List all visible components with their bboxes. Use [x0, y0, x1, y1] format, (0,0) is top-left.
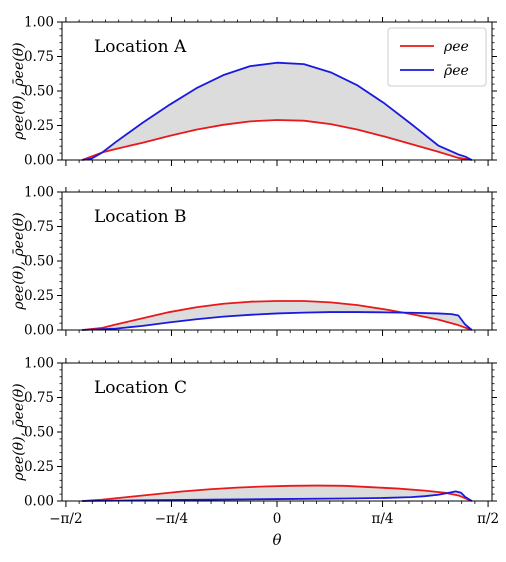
- y-tick-label: 0.75: [24, 219, 54, 235]
- y-tick-label: 0.25: [24, 118, 54, 134]
- y-tick-label: 0.75: [24, 49, 54, 65]
- y-tick-label: 0.00: [24, 153, 54, 169]
- fill-between-region: [82, 62, 472, 160]
- legend: ρee ρ̄ee: [387, 27, 487, 87]
- chart-panel-2: 0.00 0.25 0.50 0.75 1.00 Location B ρee(θ), ρ̄…: [11, 185, 497, 339]
- y-tick-label: 0.50: [24, 254, 54, 270]
- y-axis-label: ρee(θ), ρ̄ee(θ): [11, 212, 27, 310]
- location-annotation: Location C: [94, 378, 187, 398]
- y-axis-label: ρee(θ), ρ̄ee(θ): [11, 383, 27, 481]
- y-tick-label: 0.00: [24, 323, 54, 339]
- series-line-rho-bar-ee: [82, 311, 473, 331]
- series-line-rho-ee: [81, 119, 472, 161]
- x-tick-label: 0: [273, 511, 282, 527]
- location-annotation: Location B: [94, 207, 187, 227]
- series-line-rho-ee: [82, 484, 473, 502]
- fill-between-region: [82, 485, 472, 501]
- y-tick-label: 0.50: [24, 84, 54, 100]
- location-annotation: Location A: [94, 37, 187, 57]
- x-tick-label: −π/4: [155, 511, 188, 527]
- series-line-rho-bar-ee: [82, 61, 473, 161]
- y-tick-label: 1.00: [24, 15, 54, 31]
- y-tick-label: 0.50: [24, 425, 54, 441]
- x-tick-label: π/2: [477, 511, 499, 527]
- series-line-rho-ee: [82, 300, 473, 331]
- y-tick-label: 0.75: [24, 390, 54, 406]
- chart-panel-3: 0.00 0.25 0.50 0.75 1.00 −π/2 −π/4 0 π/4 π/2 Locat…: [11, 356, 499, 550]
- legend-entry-label: ρee: [443, 39, 469, 55]
- chart-panel-1: 0.00 0.25 0.50 0.75 1.00 Location A ρee(θ), ρ̄…: [11, 15, 497, 169]
- legend-entry-label: ρ̄ee: [443, 63, 469, 79]
- y-tick-label: 0.00: [24, 494, 54, 510]
- x-axis-label: θ: [272, 531, 281, 549]
- y-tick-label: 0.25: [24, 288, 54, 304]
- x-tick-label: π/4: [372, 511, 394, 527]
- y-tick-label: 0.25: [24, 459, 54, 475]
- series-line-rho-bar-ee: [82, 490, 473, 502]
- legend-box: [387, 27, 487, 87]
- y-tick-label: 1.00: [24, 356, 54, 372]
- x-tick-label: −π/2: [49, 511, 82, 527]
- y-tick-label: 1.00: [24, 185, 54, 201]
- y-axis-label: ρee(θ), ρ̄ee(θ): [11, 42, 27, 140]
